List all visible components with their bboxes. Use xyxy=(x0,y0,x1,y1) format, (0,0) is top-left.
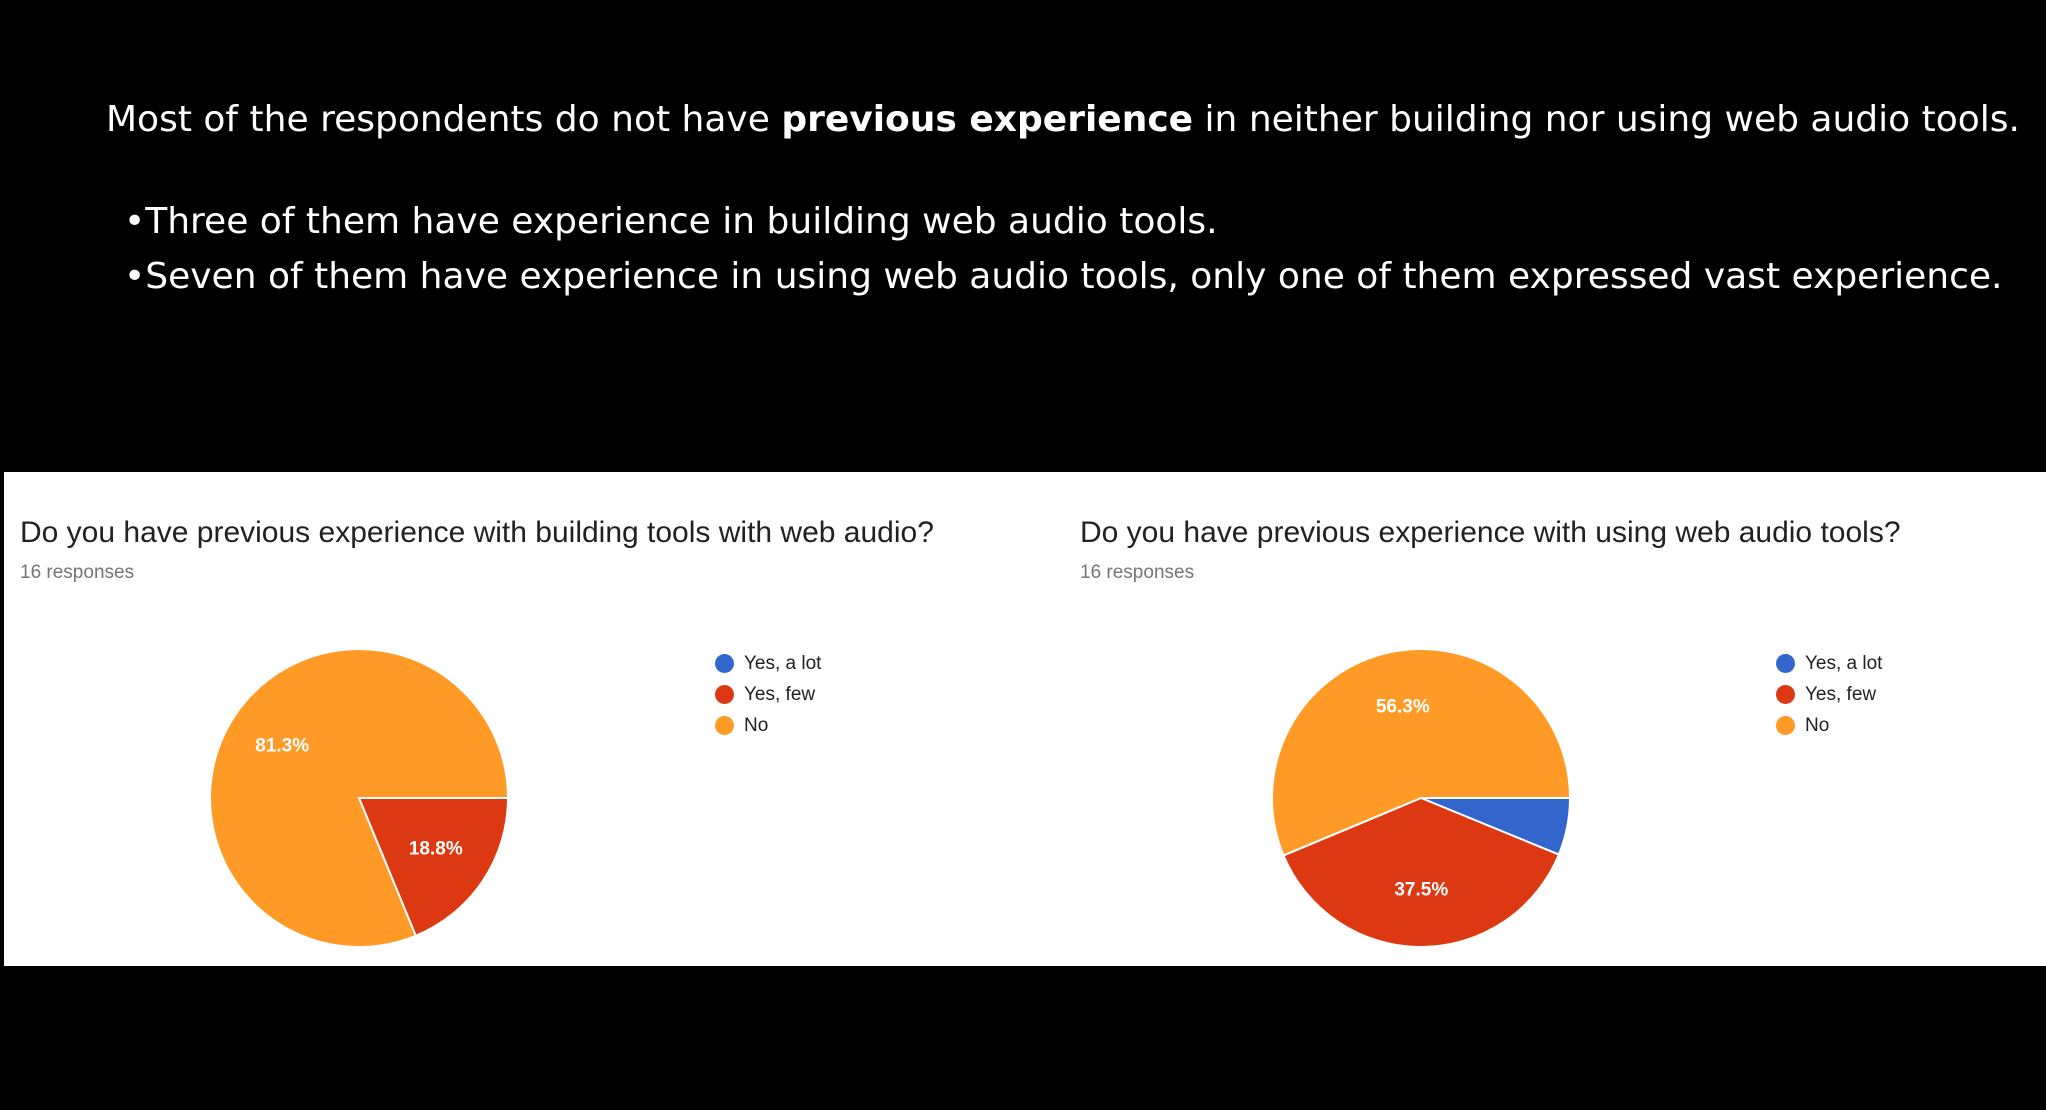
intro-sentence: Most of the respondents do not have prev… xyxy=(106,96,2020,144)
pie-label-no: 56.3% xyxy=(1376,696,1430,717)
legend-label: Yes, a lot xyxy=(1805,652,1883,674)
chart-1-title: Do you have previous experience with bui… xyxy=(20,516,934,549)
legend-swatch-yes-few xyxy=(1776,685,1795,704)
pie-label-no: 81.3% xyxy=(255,736,309,757)
legend-item-yes-few: Yes, few xyxy=(715,679,821,710)
legend-label: No xyxy=(1805,714,1830,736)
charts-panel: Do you have previous experience with bui… xyxy=(4,472,2046,966)
legend-swatch-yes-few xyxy=(715,685,734,704)
intro-text-start: Most of the respondents do not have xyxy=(106,99,782,140)
legend-swatch-no xyxy=(1776,716,1795,735)
chart-1-response-count: 16 responses xyxy=(20,562,135,583)
pie-slice-no xyxy=(1271,648,1571,857)
chart-2-legend: Yes, a lot Yes, few No xyxy=(1776,648,1882,741)
legend-item-yes-a-lot: Yes, a lot xyxy=(715,648,821,679)
legend-item-yes-a-lot: Yes, a lot xyxy=(1776,648,1882,679)
legend-swatch-no xyxy=(715,716,734,735)
legend-label: No xyxy=(744,714,769,736)
intro-emphasis: previous experience xyxy=(781,99,1194,140)
slide-text: Most of the respondents do not have prev… xyxy=(106,96,2020,304)
chart-1-legend: Yes, a lot Yes, few No xyxy=(715,648,821,741)
bullet-list: Three of them have experience in buildin… xyxy=(124,194,2006,304)
bullet-item: Three of them have experience in buildin… xyxy=(124,194,2006,249)
legend-label: Yes, few xyxy=(744,683,816,705)
pie-label-yes-few: 18.8% xyxy=(409,838,463,859)
legend-label: Yes, few xyxy=(1805,683,1877,705)
legend-swatch-yes-a-lot xyxy=(715,654,734,673)
chart-1-pie: 18.8% 81.3% xyxy=(209,648,509,948)
pie-slice-no xyxy=(209,648,509,948)
bullet-item: Seven of them have experience in using w… xyxy=(124,249,2006,304)
pie-slice-yes-few xyxy=(1282,796,1561,948)
legend-item-yes-few: Yes, few xyxy=(1776,679,1882,710)
chart-2-pie: 37.5% 56.3% xyxy=(1271,648,1571,948)
legend-label: Yes, a lot xyxy=(744,652,822,674)
chart-2-title: Do you have previous experience with usi… xyxy=(1080,516,1901,549)
legend-item-no: No xyxy=(1776,710,1882,741)
legend-item-no: No xyxy=(715,710,821,741)
legend-swatch-yes-a-lot xyxy=(1776,654,1795,673)
intro-text-end: in neither building nor using web audio … xyxy=(1193,99,2020,140)
pie-slice-yes-few xyxy=(357,797,509,938)
chart-2-response-count: 16 responses xyxy=(1080,562,1195,583)
pie-label-yes-few: 37.5% xyxy=(1394,879,1448,900)
